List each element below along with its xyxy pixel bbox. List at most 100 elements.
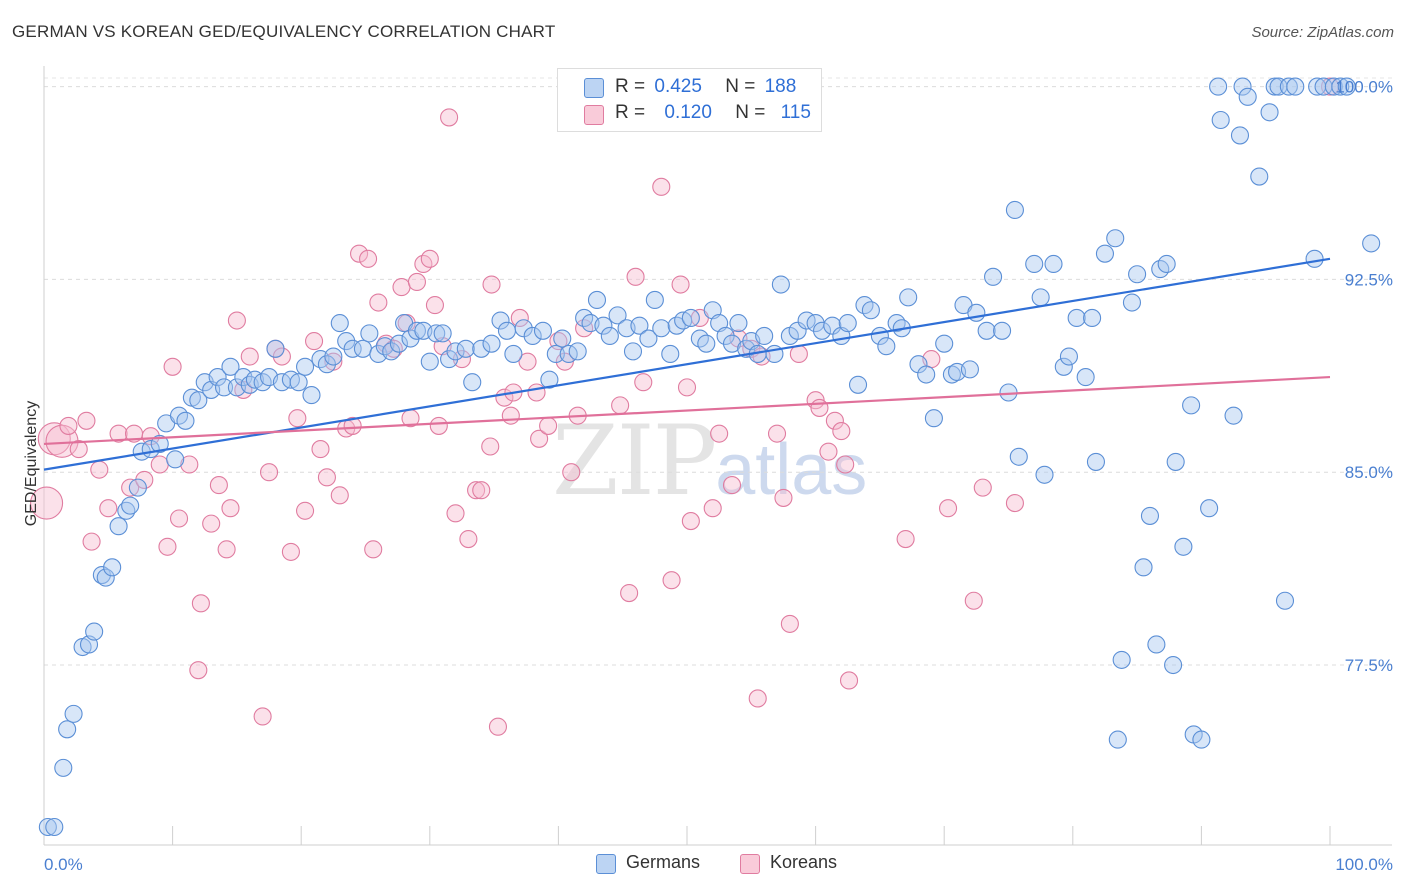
german-point <box>1286 77 1305 96</box>
korean-point <box>359 249 378 268</box>
german-point <box>1230 126 1250 145</box>
korean-point <box>343 416 362 435</box>
german-point <box>420 352 439 371</box>
korean-point <box>369 293 388 312</box>
korean-point <box>973 478 992 497</box>
german-point <box>645 290 664 310</box>
korean-point <box>240 347 259 366</box>
german-point <box>1192 730 1211 749</box>
korean-trend-line <box>43 375 1331 446</box>
korean-point <box>30 486 64 520</box>
german-point <box>109 517 128 536</box>
korean-point <box>169 509 189 528</box>
korean-point <box>611 396 630 415</box>
korean-point <box>789 344 808 363</box>
german-point <box>1059 347 1078 366</box>
korean-point <box>180 455 199 474</box>
german-point <box>360 324 379 343</box>
german-point <box>353 339 372 358</box>
korean-point <box>202 514 221 533</box>
korean-point <box>767 424 787 443</box>
german-point <box>1260 103 1279 122</box>
korean-point <box>77 411 96 430</box>
german-point <box>909 355 928 374</box>
bottom-legend-germans[interactable]: Germans <box>596 852 716 876</box>
german-point <box>1279 77 1298 96</box>
german-point <box>54 758 73 777</box>
german-point <box>1209 77 1228 96</box>
german-points <box>38 77 1381 837</box>
korean-point <box>221 499 240 518</box>
korean-point <box>191 594 210 613</box>
german-point <box>848 375 868 394</box>
german-point <box>755 326 774 346</box>
german-point <box>594 316 613 335</box>
german-trend-line <box>43 257 1331 471</box>
korean-point <box>481 437 500 456</box>
german-point <box>977 321 996 340</box>
korean-n-label: N = <box>735 102 766 123</box>
korean-point <box>227 311 246 330</box>
german-point <box>788 321 807 340</box>
korean-r-label: R = <box>615 102 646 123</box>
german-point <box>433 324 452 343</box>
german-r-label: R = <box>615 76 646 97</box>
german-point <box>1044 254 1063 274</box>
korean-point <box>350 244 369 263</box>
german-point <box>266 339 285 358</box>
german-point <box>1134 558 1153 577</box>
korean-point <box>722 476 742 495</box>
stats-legend: R = 0.425 N = 188 R = 0.120 N = 115 <box>557 68 822 132</box>
korean-point <box>774 488 793 507</box>
bottom-legend-koreans[interactable]: Koreans <box>740 852 860 876</box>
korean-point <box>459 530 478 549</box>
korean-point <box>527 383 546 402</box>
german-point <box>1337 77 1356 96</box>
german-point <box>1362 234 1381 253</box>
korean-point <box>501 406 520 425</box>
y-tick-label: 77.5% <box>1345 656 1393 675</box>
german-point <box>389 334 408 353</box>
german-point <box>917 365 936 384</box>
x-tick-label: 0.0% <box>44 855 83 874</box>
korean-point <box>839 671 859 690</box>
german-point <box>1076 368 1095 387</box>
german-point <box>1009 447 1028 466</box>
german-point <box>1233 77 1252 96</box>
german-point <box>1164 655 1183 675</box>
korean-point <box>259 463 279 482</box>
german-point <box>482 334 501 353</box>
german-point <box>935 334 954 353</box>
german-point <box>1174 537 1193 556</box>
german-point <box>722 334 742 353</box>
korean-point <box>530 429 549 448</box>
german-point <box>324 347 343 366</box>
german-point <box>812 321 832 340</box>
watermark: ZIPatlas <box>552 405 867 517</box>
x-tick-label: 100.0% <box>1335 855 1393 874</box>
german-point <box>540 370 559 389</box>
korean-point <box>810 398 829 417</box>
korean-point <box>392 278 411 297</box>
german-point <box>427 324 446 343</box>
korean-point <box>163 357 182 376</box>
german-stats-row: R = 0.425 N = 188 <box>615 76 796 98</box>
korean-point <box>703 499 722 518</box>
korean-point <box>510 308 529 328</box>
german-point <box>600 326 619 346</box>
y-tick-label: 100.0% <box>1335 78 1393 97</box>
german-point <box>887 314 906 333</box>
korean-point <box>677 378 697 397</box>
korean-point <box>620 583 639 603</box>
korean-point <box>634 373 653 392</box>
german-point <box>446 342 465 361</box>
germans-legend-label: Germans <box>626 852 701 872</box>
german-point <box>85 622 104 641</box>
german-point <box>1224 406 1243 425</box>
watermark-atlas: atlas <box>715 430 868 510</box>
german-point <box>1331 77 1350 96</box>
korean-point <box>330 486 349 505</box>
german-point <box>330 314 349 333</box>
german-point <box>630 316 649 335</box>
